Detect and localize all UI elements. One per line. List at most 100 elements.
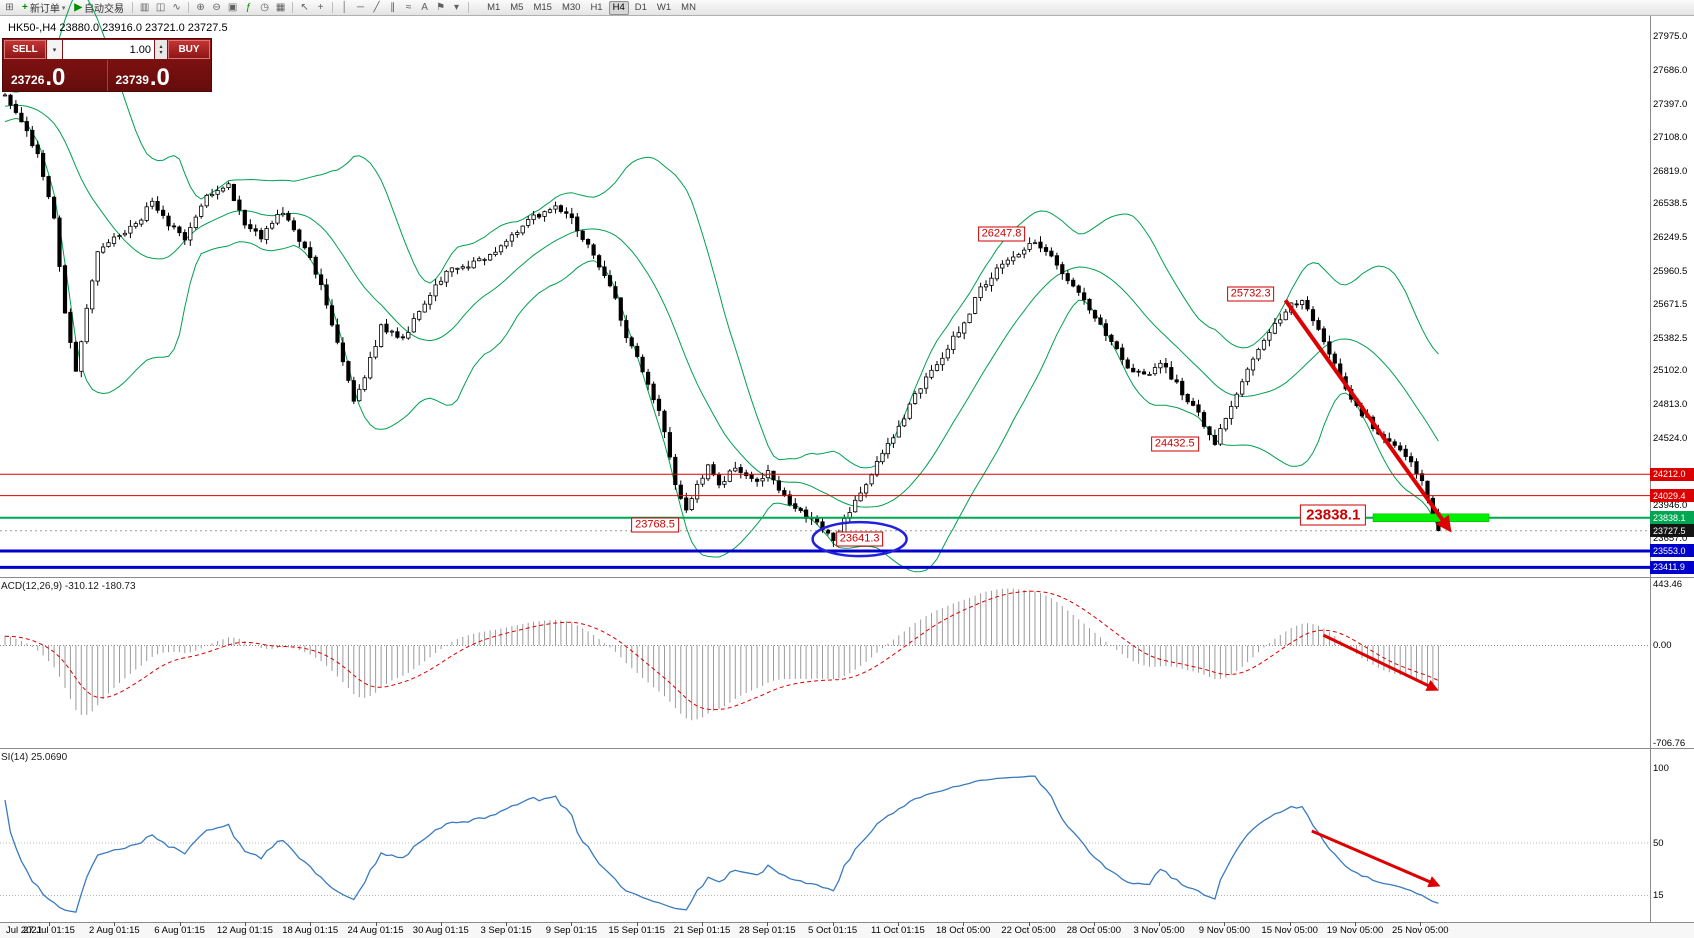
- time-axis-tick: [1028, 922, 1030, 926]
- sell-price-button[interactable]: 23726 .0: [3, 60, 107, 91]
- time-axis-tick: [832, 922, 834, 926]
- time-axis-tick: [571, 922, 573, 926]
- timeframe-h1[interactable]: H1: [590, 2, 603, 13]
- price-tag-23553.0: 23553.0: [1650, 544, 1694, 558]
- time-axis-tick: [506, 922, 508, 926]
- candlestick-chart-icon[interactable]: ◫: [155, 2, 166, 13]
- time-axis-label: 3 Sep 01:15: [480, 925, 532, 936]
- time-axis-label: 15 Nov 05:00: [1261, 925, 1318, 936]
- time-axis-tick: [114, 922, 116, 926]
- timeframe-toolbar: M1 M5 M15 M30 H1 H4 D1 W1 MN: [483, 0, 700, 15]
- buy-price-button[interactable]: 23739 .0: [106, 60, 212, 91]
- new-chart-icon[interactable]: ⊞: [5, 2, 14, 13]
- time-axis-tick: [1159, 922, 1161, 926]
- time-axis-tick: [1224, 922, 1226, 926]
- timeframe-m1[interactable]: M1: [487, 2, 501, 13]
- price-annotation-26247.8[interactable]: 26247.8: [977, 226, 1026, 242]
- vertical-line-icon[interactable]: │: [341, 2, 348, 13]
- autotrading-button-label: 自动交易: [84, 4, 125, 15]
- time-axis-label: 30 Aug 01:15: [412, 925, 469, 936]
- time-axis-label: 2 Aug 01:15: [88, 925, 140, 936]
- symbol-ohlc-line: HK50-,H4 23880.0 23916.0 23721.0 23727.5: [8, 22, 228, 34]
- buy-button[interactable]: BUY: [168, 40, 210, 59]
- clock-icon[interactable]: ◷: [260, 2, 269, 13]
- new-order-button-label: 新订单: [29, 4, 60, 15]
- price-annotation-23768.5[interactable]: 23768.5: [631, 517, 679, 533]
- trend-arrow-main[interactable]: [1283, 299, 1452, 533]
- price-annotation-23641.3[interactable]: 23641.3: [835, 531, 884, 547]
- price-axis-label: 26819.0: [1653, 165, 1688, 177]
- rsi-axis-label: 100: [1653, 762, 1669, 774]
- shapes-dropdown-icon[interactable]: ▾: [454, 2, 460, 13]
- timeframe-w1[interactable]: W1: [656, 2, 672, 13]
- timeframe-d1[interactable]: D1: [634, 2, 647, 13]
- horizontal-line-icon[interactable]: ─: [357, 2, 365, 13]
- autotrading-button[interactable]: ▶ 自动交易: [70, 1, 128, 15]
- volume-dropdown-icon[interactable]: ▾: [47, 40, 62, 59]
- one-click-trading-panel: SELL ▾ 1.00 ▴ ▾ BUY 23726 .0 23739 .0: [2, 38, 212, 92]
- dropdown-caret-icon: ▾: [61, 4, 66, 12]
- timeframe-mn[interactable]: MN: [681, 2, 696, 13]
- time-axis-tick: [244, 922, 246, 926]
- price-tag-24029.4: 24029.4: [1650, 489, 1694, 503]
- price-axis-label: 26538.5: [1653, 198, 1688, 210]
- indicators-icon[interactable]: ƒ: [245, 2, 252, 13]
- timeframe-m30[interactable]: M30: [561, 2, 581, 13]
- time-axis-tick: [1355, 922, 1356, 926]
- time-axis-tick: [963, 922, 965, 926]
- trend-arrow-rsi[interactable]: [1311, 829, 1441, 888]
- crosshair-icon[interactable]: +: [317, 2, 324, 13]
- timeframe-m15[interactable]: M15: [533, 2, 552, 13]
- line-chart-icon[interactable]: ∿: [172, 2, 181, 13]
- timeframe-h4[interactable]: H4: [608, 0, 629, 15]
- arrow-tool-icon[interactable]: ⚑: [436, 2, 446, 13]
- trendline-icon[interactable]: ╱: [373, 2, 380, 13]
- support-highlight-bar[interactable]: [1372, 513, 1490, 523]
- sell-button[interactable]: SELL: [4, 40, 46, 59]
- price-tag-23411.9: 23411.9: [1650, 560, 1694, 574]
- stepper-up-icon[interactable]: ▴: [159, 43, 163, 50]
- zoom-in-icon[interactable]: ⊕: [196, 2, 205, 13]
- price-annotation-24432.5[interactable]: 24432.5: [1150, 436, 1199, 452]
- stepper-down-icon[interactable]: ▾: [159, 49, 163, 56]
- toolbar-separator: [292, 2, 294, 13]
- calendar-icon[interactable]: ▦: [275, 2, 286, 13]
- timeframe-m5[interactable]: M5: [510, 2, 524, 13]
- time-axis-label: 9 Sep 01:15: [545, 925, 598, 936]
- time-axis-label: 25 Nov 05:00: [1392, 925, 1449, 936]
- toolbar-separator: [468, 2, 470, 13]
- price-annotation-25732.3[interactable]: 25732.3: [1226, 286, 1275, 302]
- time-axis-tick: [310, 922, 312, 926]
- volume-stepper[interactable]: ▴ ▾: [155, 40, 167, 59]
- text-icon[interactable]: A: [421, 2, 428, 13]
- channel-icon[interactable]: ∥: [390, 2, 396, 13]
- sell-price-fraction: .0: [45, 63, 66, 91]
- price-annotation-23838.1[interactable]: 23838.1: [1300, 504, 1367, 526]
- panel-separators: [0, 16, 1694, 922]
- time-axis-tick: [897, 922, 899, 926]
- time-axis-tick: [375, 922, 377, 926]
- macd-panel: [0, 588, 1650, 721]
- time-axis: [0, 922, 1694, 938]
- price-axis-label: 27397.0: [1653, 98, 1688, 110]
- fibonacci-icon[interactable]: ≈: [405, 2, 412, 13]
- macd-axis-label: 443.46: [1653, 578, 1683, 590]
- time-axis-tick: [1420, 922, 1422, 926]
- rsi-panel: [0, 775, 1650, 913]
- cursor-icon[interactable]: ↖: [300, 2, 309, 13]
- time-axis-label: 9 Nov 05:00: [1198, 925, 1251, 936]
- price-axis-label: 23946.0: [1653, 499, 1688, 511]
- time-axis-label: 6 Aug 01:15: [154, 925, 205, 936]
- volume-input[interactable]: 1.00: [63, 40, 154, 59]
- time-axis-label: 21 Sep 01:15: [673, 925, 731, 936]
- rsi-indicator-label: SI(14) 25.0690: [1, 752, 68, 763]
- trend-arrow-macd[interactable]: [1322, 633, 1439, 691]
- buy-price-main: 23739: [115, 73, 149, 87]
- highlight-ellipse[interactable]: [811, 520, 908, 558]
- zoom-out-icon[interactable]: ⊖: [212, 2, 221, 13]
- price-tag-23727.5: 23727.5: [1650, 524, 1694, 538]
- toolbar-separator: [132, 2, 134, 13]
- new-order-button[interactable]: + 新订单 ▾: [18, 1, 69, 15]
- bar-chart-icon[interactable]: ▥: [139, 2, 150, 13]
- tile-windows-icon[interactable]: ▣: [227, 2, 238, 13]
